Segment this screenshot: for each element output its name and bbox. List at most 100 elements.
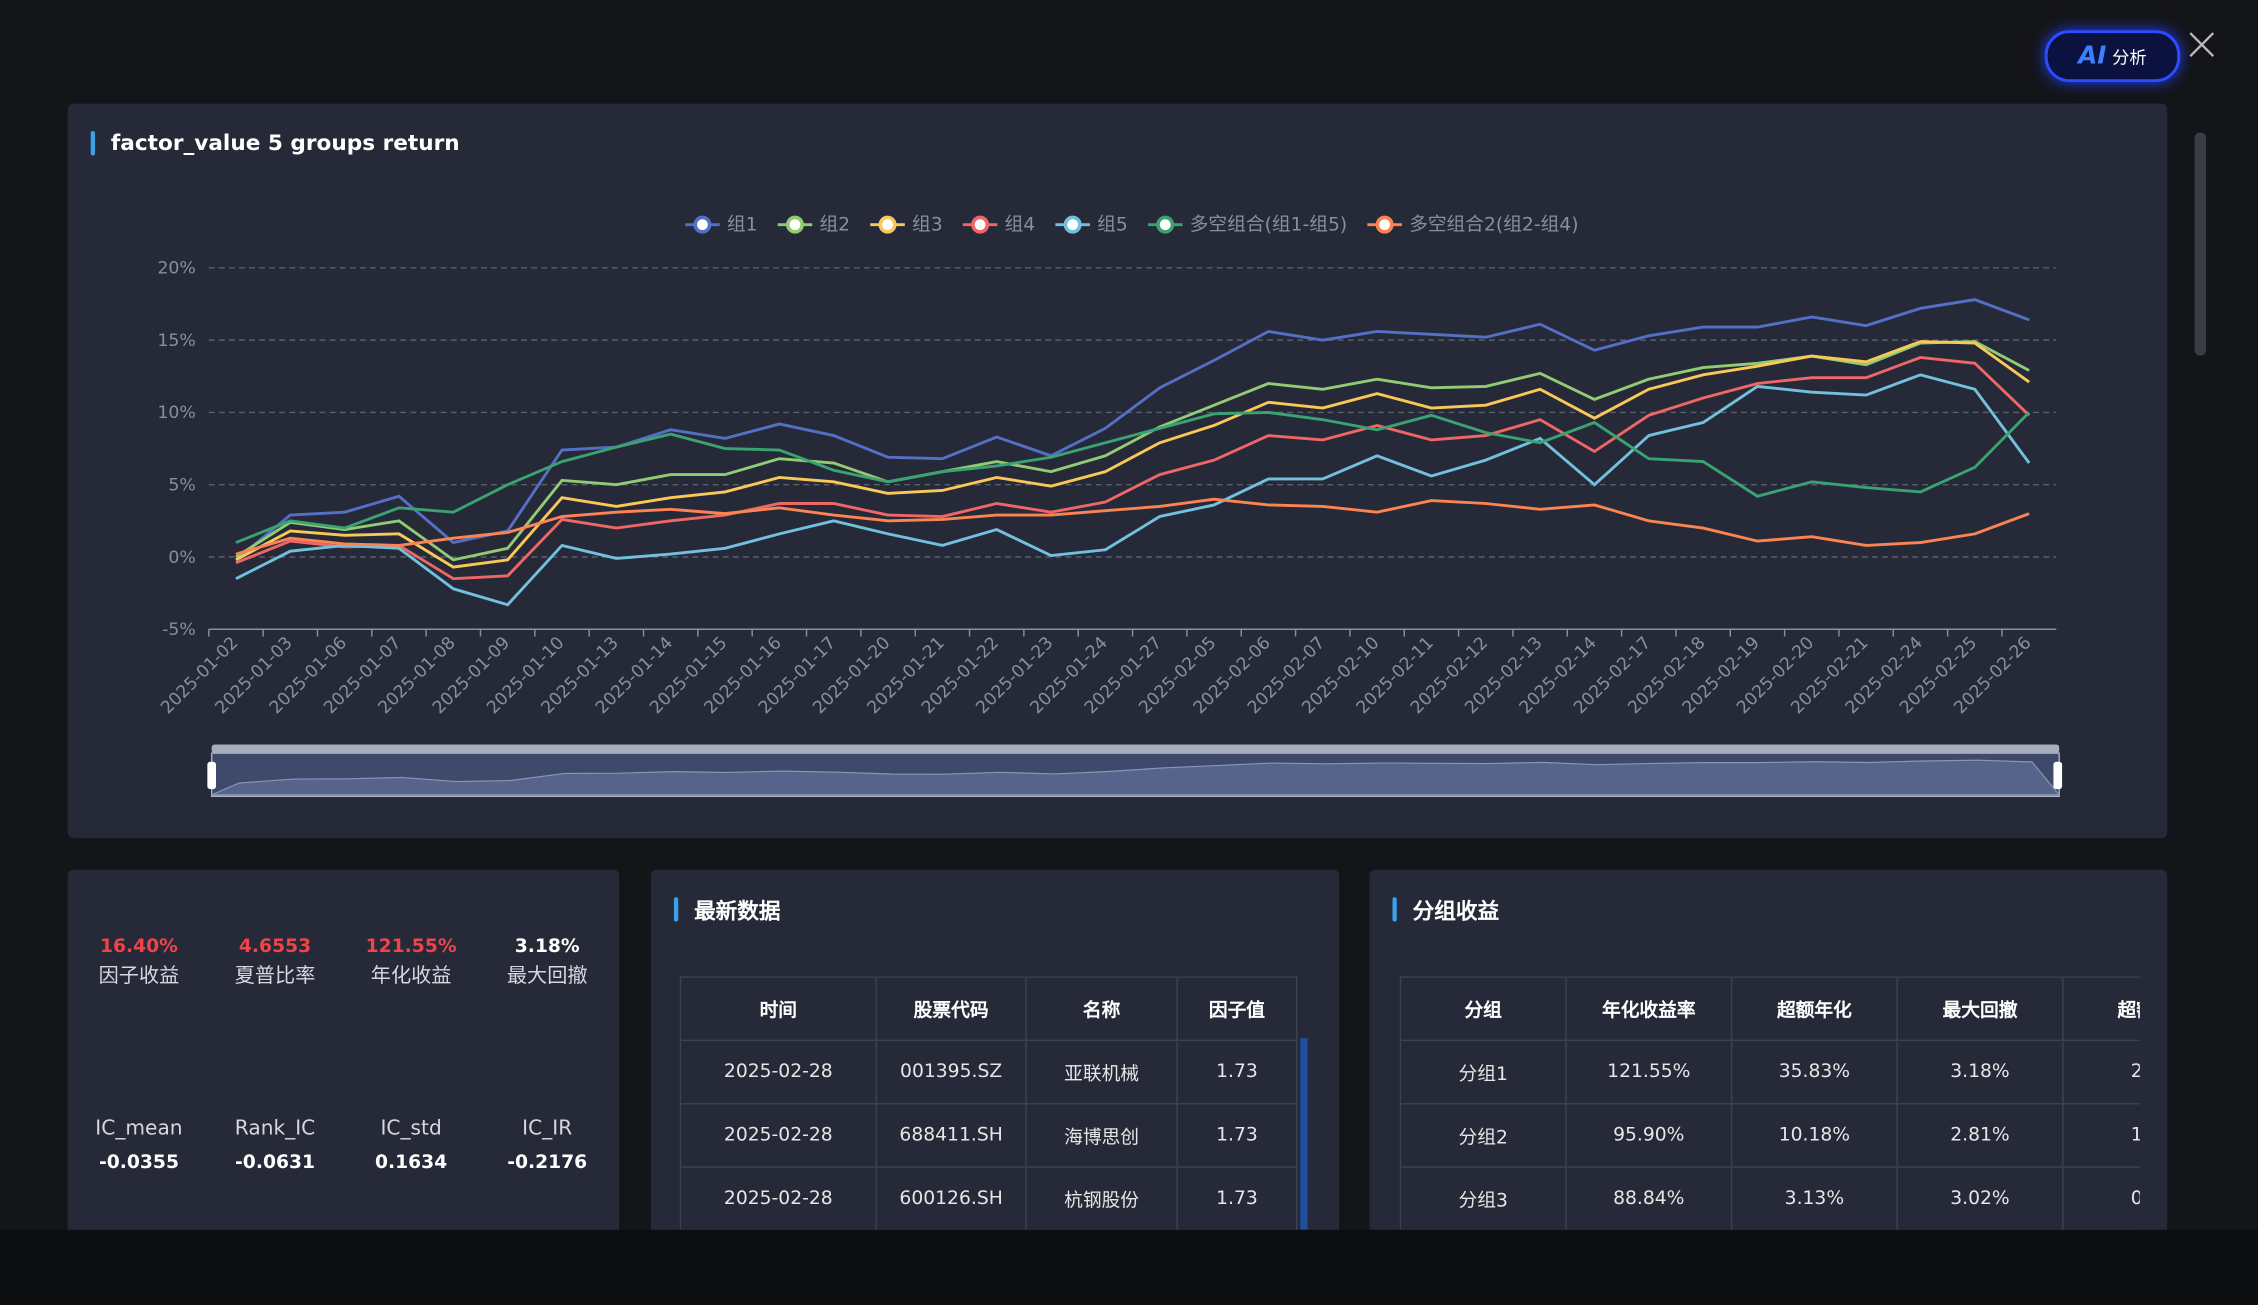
stat: 3.18% 最大回撤 bbox=[479, 936, 616, 989]
stat: IC_std 0.1634 bbox=[343, 1117, 480, 1173]
cell: 亚联机械 bbox=[1025, 1039, 1178, 1105]
stat-value: -0.0355 bbox=[98, 1152, 179, 1174]
cell: 海博思创 bbox=[1025, 1103, 1178, 1168]
table: 分组年化收益率超额年化最大回撤超额最分组1121.55%35.83%3.18%2… bbox=[1399, 976, 2140, 1245]
group-panel: 分组收益 分组年化收益率超额年化最大回撤超额最分组1121.55%35.83%3… bbox=[1369, 869, 2168, 1245]
legend-marker bbox=[1375, 215, 1394, 234]
stats-panel: 16.40% 因子收益 4.6553 夏普比率 121.55% 年化收益 3.18% 最大回撤… bbox=[67, 869, 620, 1245]
cell: 10.18% bbox=[1730, 1103, 1898, 1168]
cell: 2.81% bbox=[1896, 1103, 2064, 1168]
close-button[interactable] bbox=[2186, 29, 2218, 61]
cell: 分组3 bbox=[1399, 1166, 1567, 1232]
legend-item[interactable]: 多空组合(组1-组5) bbox=[1147, 214, 1348, 235]
stat-label: 夏普比率 bbox=[234, 964, 316, 988]
legend-marker bbox=[878, 215, 897, 234]
legend-label: 组3 bbox=[912, 214, 943, 235]
stat-value: -0.0631 bbox=[235, 1152, 316, 1174]
legend-item[interactable]: 组2 bbox=[777, 214, 850, 235]
header-cell: 名称 bbox=[1025, 976, 1178, 1042]
y-tick-label: -5% bbox=[162, 620, 196, 640]
ai-label: AI bbox=[2078, 41, 2107, 71]
legend-marker bbox=[971, 215, 990, 234]
cell: 600126.SH bbox=[875, 1166, 1027, 1232]
cell: 121.55% bbox=[1565, 1039, 1733, 1105]
stat: 121.55% 年化收益 bbox=[343, 936, 480, 989]
cell: 35.83% bbox=[1730, 1039, 1898, 1105]
legend-item[interactable]: 组5 bbox=[1055, 214, 1128, 235]
cell: 分组2 bbox=[1399, 1103, 1567, 1168]
stat-label: 年化收益 bbox=[370, 964, 452, 988]
legend-marker bbox=[693, 215, 712, 234]
stat: IC_mean -0.0355 bbox=[71, 1117, 208, 1173]
cell: 688411.SH bbox=[875, 1103, 1027, 1168]
legend-marker bbox=[1156, 215, 1175, 234]
header-cell: 分组 bbox=[1399, 976, 1567, 1042]
legend-item[interactable]: 组1 bbox=[685, 214, 758, 235]
chart-title: factor_value 5 groups return bbox=[90, 130, 460, 156]
header-row: 分组年化收益率超额年化最大回撤超额最 bbox=[1399, 976, 2140, 1042]
table-clip: 时间 股票代码 名称 因子值 2025-02-28 001395.SZ 亚联机械 1.73 20… bbox=[679, 976, 1314, 1245]
panel-title: 最新数据 bbox=[673, 896, 781, 926]
cell: 1.9 bbox=[2062, 1103, 2140, 1168]
header-cell: 年化收益率 bbox=[1565, 976, 1733, 1042]
cell: 1.73 bbox=[1176, 1103, 1298, 1168]
cell: 001395.SZ bbox=[875, 1039, 1027, 1105]
header-cell: 超额最 bbox=[2062, 976, 2140, 1042]
scrollbar[interactable] bbox=[2194, 132, 2207, 356]
zoom-track bbox=[211, 744, 2060, 754]
stat-label: IC_std bbox=[380, 1117, 442, 1141]
header-cell: 股票代码 bbox=[875, 976, 1027, 1042]
cell: 杭钢股份 bbox=[1025, 1166, 1178, 1232]
table-clip: 分组年化收益率超额年化最大回撤超额最分组1121.55%35.83%3.18%2… bbox=[1399, 976, 2140, 1245]
cell: 2.7 bbox=[2062, 1039, 2140, 1105]
header-cell: 超额年化 bbox=[1730, 976, 1898, 1042]
series-line bbox=[235, 410, 2031, 544]
stat-value: 0.1634 bbox=[374, 1152, 448, 1174]
series-line bbox=[235, 340, 2030, 569]
legend-marker bbox=[785, 215, 804, 234]
stat-label: 因子收益 bbox=[98, 964, 180, 988]
ai-analysis-button[interactable]: AI 分析 bbox=[2044, 30, 2181, 83]
zoom-handle[interactable] bbox=[207, 761, 217, 790]
stat-value: -0.2176 bbox=[507, 1152, 588, 1174]
row: 2025-02-28 001395.SZ 亚联机械 1.73 bbox=[679, 1039, 1298, 1105]
series-line bbox=[235, 373, 2031, 607]
header-row: 时间 股票代码 名称 因子值 bbox=[679, 976, 1298, 1042]
cell: 95.90% bbox=[1565, 1103, 1733, 1168]
cell: 3.18% bbox=[1896, 1039, 2064, 1105]
legend-label: 多空组合(组1-组5) bbox=[1190, 214, 1348, 235]
y-tick-label: 15% bbox=[157, 331, 195, 351]
cell: 0.8 bbox=[2062, 1166, 2140, 1232]
legend-label: 多空组合2(组2-组4) bbox=[1409, 214, 1578, 235]
cell: 3.02% bbox=[1896, 1166, 2064, 1232]
zoom-preview bbox=[211, 759, 2061, 796]
series-line bbox=[235, 356, 2031, 581]
stat-label: Rank_IC bbox=[234, 1117, 316, 1141]
chart: -5%0%5%10%15%20%2025-01-022025-01-032025… bbox=[157, 214, 2063, 798]
stat-value: 121.55% bbox=[365, 936, 457, 958]
cell: 1.73 bbox=[1176, 1166, 1298, 1232]
header-cell: 因子值 bbox=[1176, 976, 1298, 1042]
y-tick-label: 20% bbox=[157, 259, 195, 279]
cell: 88.84% bbox=[1565, 1166, 1733, 1232]
series-line bbox=[235, 298, 2030, 561]
cell: 2025-02-28 bbox=[679, 1103, 877, 1168]
stat-label: IC_IR bbox=[522, 1117, 573, 1141]
footer-bg bbox=[0, 1229, 2258, 1305]
table-scrollbar bbox=[1300, 1038, 1308, 1245]
header-cell: 时间 bbox=[679, 976, 877, 1042]
row: 2025-02-28 688411.SH 海博思创 1.73 bbox=[679, 1103, 1298, 1168]
chart-panel: factor_value 5 groups return bbox=[67, 103, 2168, 839]
legend-marker bbox=[1063, 215, 1082, 234]
cell: 分组1 bbox=[1399, 1039, 1567, 1105]
stat: 16.40% 因子收益 bbox=[71, 936, 208, 989]
stat-value: 3.18% bbox=[514, 936, 580, 958]
stat: Rank_IC -0.0631 bbox=[207, 1117, 344, 1173]
legend-item[interactable]: 多空组合2(组2-组4) bbox=[1367, 214, 1579, 235]
zoom-handle[interactable] bbox=[2053, 761, 2063, 790]
legend-item[interactable]: 组4 bbox=[962, 214, 1035, 235]
legend-item[interactable]: 组3 bbox=[870, 214, 943, 235]
